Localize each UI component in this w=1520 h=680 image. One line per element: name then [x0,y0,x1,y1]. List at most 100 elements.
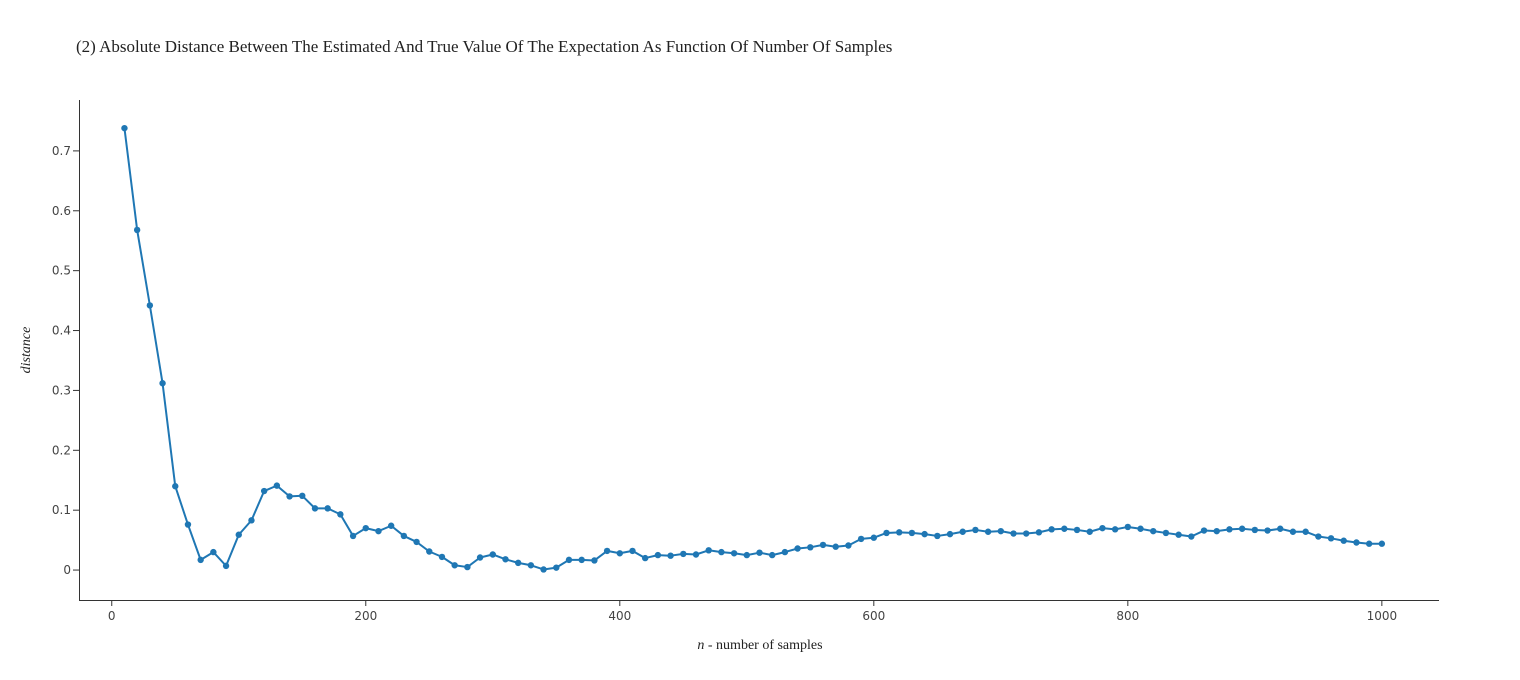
data-point [603,547,611,555]
data-point [1353,539,1360,546]
data-point [1365,540,1373,547]
data-point [197,556,204,564]
data-point [1188,533,1195,540]
data-point [476,554,484,561]
data-point [578,556,585,564]
data-point [1035,529,1043,536]
y-tick-label: 0.2 [52,443,71,457]
data-point [400,532,408,540]
data-point [896,529,903,536]
data-point [260,487,268,495]
y-tick-label: 0.7 [52,144,71,158]
data-point [807,544,814,551]
data-point [984,528,992,535]
data-point [1251,526,1259,534]
data-point [1150,527,1157,535]
data-point [692,551,700,558]
data-point [451,562,458,569]
data-point [845,542,852,549]
data-point [273,482,281,489]
series-points [121,124,1386,573]
data-point [743,551,750,559]
data-point [883,529,890,537]
data-point [1200,527,1208,534]
data-point [489,551,496,558]
y-axis: 0 0.1 0.2 0.3 0.4 0.5 0.6 0.7 distance [19,100,80,600]
data-point [794,545,801,552]
data-point [857,535,865,543]
data-point [565,556,573,564]
y-axis-label: distance [19,327,34,374]
x-axis-label: n - number of samples [697,638,822,653]
x-axis-label-text: - number of samples [704,638,822,653]
data-point [235,531,242,538]
data-point [133,226,141,234]
y-tick-label: 0.5 [52,264,71,278]
data-point [730,550,738,557]
data-point [1073,526,1081,534]
data-point [248,517,255,524]
data-point [464,563,471,571]
data-point [1213,527,1220,535]
data-point [121,124,128,132]
data-point [832,543,839,550]
x-tick-label: 0 [108,609,116,623]
data-point [527,562,535,569]
data-point [1289,528,1297,535]
data-point [324,505,331,512]
data-point [1340,537,1347,544]
data-point [997,527,1005,535]
data-point [286,493,293,500]
data-point [1315,533,1322,540]
data-point [972,526,979,534]
data-point [1137,525,1144,532]
data-point [591,557,598,564]
data-point [172,483,179,490]
data-point [705,547,712,554]
data-point [781,548,789,556]
x-tick-label: 200 [354,609,377,623]
data-point [1111,526,1119,533]
data-point [1023,530,1030,537]
data-point [375,527,382,535]
data-point [311,505,319,512]
data-point [1327,535,1335,542]
y-tick-label: 0.4 [52,324,71,338]
data-point [908,529,916,537]
data-point [946,530,954,538]
data-point [1162,529,1170,537]
data-point [680,550,687,558]
plot-area [121,124,1386,573]
data-point [959,528,966,535]
y-tick-label: 0.6 [52,204,71,218]
data-point [1010,530,1017,537]
data-point [1264,527,1271,534]
data-point [502,556,509,563]
data-point [756,549,763,556]
data-point [1175,531,1182,538]
x-tick-group: 0 200 400 600 800 1000 [108,600,1397,623]
data-point [540,566,547,573]
data-point [718,548,725,556]
data-point [1086,528,1093,535]
data-point [1302,528,1309,535]
data-point [1277,525,1284,532]
x-axis-label-variable: n [697,638,704,653]
data-point [159,380,166,387]
series-line [123,128,1382,571]
data-point [299,492,306,500]
data-point [641,554,649,562]
data-point [921,530,928,538]
y-tick-label: 0.3 [52,383,71,397]
data-point [1238,525,1246,532]
data-point [654,551,662,559]
data-point [934,532,941,540]
data-point [667,552,674,559]
data-point [413,538,420,546]
data-point [222,562,230,570]
data-point [349,532,357,540]
data-point [629,547,636,555]
x-tick-label: 1000 [1367,609,1398,623]
x-tick-label: 600 [862,609,885,623]
